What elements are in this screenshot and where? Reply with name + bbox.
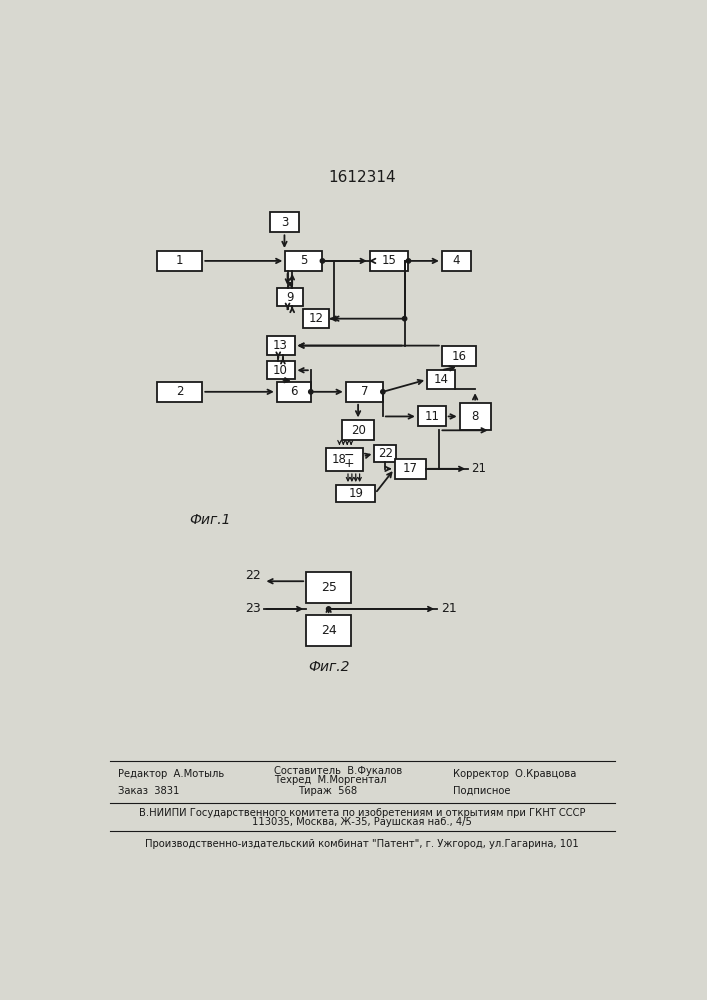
Text: 21: 21 — [472, 462, 486, 475]
Text: 23: 23 — [245, 602, 260, 615]
Text: 15: 15 — [382, 254, 397, 267]
Circle shape — [380, 390, 385, 394]
Text: 4: 4 — [452, 254, 460, 267]
Text: 22: 22 — [245, 569, 260, 582]
Bar — [325, 448, 363, 471]
Bar — [267, 336, 295, 355]
Text: 10: 10 — [273, 364, 288, 377]
Bar — [341, 420, 374, 440]
Bar — [158, 251, 202, 271]
Text: Составитель  В.Фукалов: Составитель В.Фукалов — [274, 766, 402, 776]
Bar — [158, 382, 202, 402]
Text: 21: 21 — [441, 602, 457, 615]
Bar — [418, 406, 445, 426]
Text: 25: 25 — [321, 581, 337, 594]
Text: −: − — [344, 449, 354, 462]
Text: 9: 9 — [286, 291, 293, 304]
Bar — [460, 403, 491, 430]
Text: 2: 2 — [176, 385, 184, 398]
Text: 1: 1 — [176, 254, 184, 267]
Text: Корректор  О.Кравцова: Корректор О.Кравцова — [452, 769, 576, 779]
Circle shape — [309, 390, 313, 394]
Bar — [442, 251, 472, 271]
Bar — [276, 382, 311, 402]
Text: 13: 13 — [273, 339, 288, 352]
Text: 24: 24 — [321, 624, 337, 637]
Text: Тираж  568: Тираж 568 — [298, 786, 357, 796]
Text: 113035, Москва, Ж-35, Раушская наб., 4/5: 113035, Москва, Ж-35, Раушская наб., 4/5 — [252, 817, 472, 827]
Bar — [306, 572, 351, 603]
Bar — [306, 615, 351, 646]
Text: Подписное: Подписное — [452, 786, 510, 796]
Text: Редактор  А.Мотыль: Редактор А.Мотыль — [118, 769, 224, 779]
Bar — [276, 288, 303, 306]
Text: Производственно-издательский комбинат "Патент", г. Ужгород, ул.Гагарина, 101: Производственно-издательский комбинат "П… — [145, 839, 579, 849]
Text: Фиг.2: Фиг.2 — [308, 660, 349, 674]
Text: 16: 16 — [451, 350, 467, 363]
Text: 12: 12 — [309, 312, 324, 325]
Bar — [270, 212, 299, 232]
Text: В.НИИПИ Государственного комитета по изобретениям и открытиям при ГКНТ СССР: В.НИИПИ Государственного комитета по изо… — [139, 808, 585, 818]
Circle shape — [402, 317, 407, 321]
Circle shape — [407, 259, 411, 263]
Text: 22: 22 — [378, 447, 392, 460]
Bar — [303, 309, 329, 328]
Text: 5: 5 — [300, 254, 308, 267]
Bar — [346, 382, 383, 402]
Bar — [370, 251, 409, 271]
Text: 11: 11 — [424, 410, 439, 423]
Text: 1612314: 1612314 — [328, 170, 396, 185]
Text: +: + — [344, 457, 354, 470]
Circle shape — [320, 259, 325, 263]
Bar — [337, 485, 375, 502]
Text: 14: 14 — [433, 373, 448, 386]
Bar — [395, 459, 426, 479]
Text: 18: 18 — [332, 453, 346, 466]
Text: 7: 7 — [361, 385, 368, 398]
Text: 20: 20 — [351, 424, 366, 437]
Text: Фиг.1: Фиг.1 — [189, 513, 230, 527]
Text: 8: 8 — [472, 410, 479, 423]
Text: 6: 6 — [290, 385, 298, 398]
Bar — [442, 346, 476, 366]
Text: 19: 19 — [349, 487, 363, 500]
Bar — [267, 361, 295, 379]
Bar — [427, 370, 455, 389]
Bar — [374, 445, 396, 462]
Text: Заказ  3831: Заказ 3831 — [118, 786, 179, 796]
Circle shape — [327, 607, 331, 611]
Text: Техред  М.Моргентал: Техред М.Моргентал — [274, 775, 387, 785]
Text: 3: 3 — [281, 216, 288, 229]
Text: 17: 17 — [402, 462, 418, 475]
Bar — [285, 251, 322, 271]
